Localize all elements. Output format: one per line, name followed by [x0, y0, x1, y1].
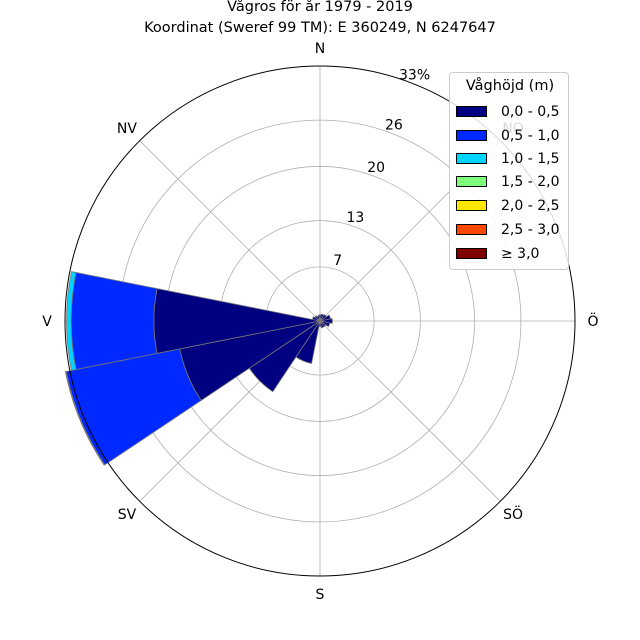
- direction-label: SÖ: [503, 505, 523, 523]
- legend-label: 2,5 - 3,0: [501, 222, 560, 238]
- rose-bar-segment: [64, 371, 106, 466]
- legend-swatch: [456, 200, 487, 211]
- legend-swatch: [456, 106, 487, 117]
- legend: Våghöjd (m) 0,0 - 0,5 0,5 - 1,0 1,0 - 1,…: [449, 72, 569, 270]
- wave-rose-bars: [64, 271, 333, 466]
- rose-bar-segment: [66, 271, 77, 371]
- legend-label: 2,0 - 2,5: [501, 198, 560, 214]
- grid-spoke: [319, 320, 501, 502]
- direction-label: N: [315, 41, 325, 57]
- legend-label: 0,0 - 0,5: [501, 104, 560, 120]
- legend-entry: 1,0 - 1,5: [456, 150, 568, 168]
- outer-axis-circle: [64, 65, 576, 577]
- legend-entry: 1,5 - 2,0: [456, 173, 568, 191]
- legend-swatch: [456, 224, 487, 235]
- radial-tick-label: 26: [385, 117, 403, 133]
- rose-bar-segment: [319, 318, 333, 324]
- legend-swatch: [456, 248, 487, 259]
- legend-swatch: [456, 130, 487, 141]
- chart-title: Vågros för år 1979 - 2019: [227, 0, 413, 15]
- radial-tick-label: 7: [333, 253, 342, 269]
- direction-label: Ö: [587, 312, 598, 330]
- radial-tick-label: 13: [347, 210, 365, 226]
- grid-spoke: [139, 140, 321, 322]
- rose-bar-segment: [316, 315, 321, 322]
- legend-label: 1,0 - 1,5: [501, 151, 560, 167]
- legend-title: Våghöjd (m): [465, 78, 555, 94]
- legend-label: 0,5 - 1,0: [501, 128, 560, 144]
- direction-label: SV: [118, 507, 137, 523]
- direction-label: S: [316, 587, 325, 603]
- rose-bar-segment: [70, 271, 158, 371]
- legend-label: ≥ 3,0: [501, 246, 540, 262]
- legend-entry: 2,0 - 2,5: [456, 197, 568, 215]
- radial-tick-label: 33%: [399, 67, 430, 83]
- radial-tick-labels: 7 13 20 26 33%: [333, 67, 430, 269]
- legend-entry: ≥ 3,0: [456, 245, 568, 263]
- direction-label: V: [42, 314, 52, 330]
- chart-subtitle: Koordinat (Sweref 99 TM): E 360249, N 62…: [144, 20, 496, 36]
- legend-entry: 0,0 - 0,5: [456, 103, 568, 121]
- rose-bar-segment: [319, 320, 325, 329]
- direction-label: NV: [117, 121, 137, 137]
- legend-entry: 0,5 - 1,0: [456, 127, 568, 145]
- radial-tick-label: 20: [367, 160, 385, 176]
- legend-swatch: [456, 176, 487, 187]
- legend-entry: 2,5 - 3,0: [456, 221, 568, 239]
- legend-label: 1,5 - 2,0: [501, 174, 560, 190]
- legend-swatch: [456, 153, 487, 164]
